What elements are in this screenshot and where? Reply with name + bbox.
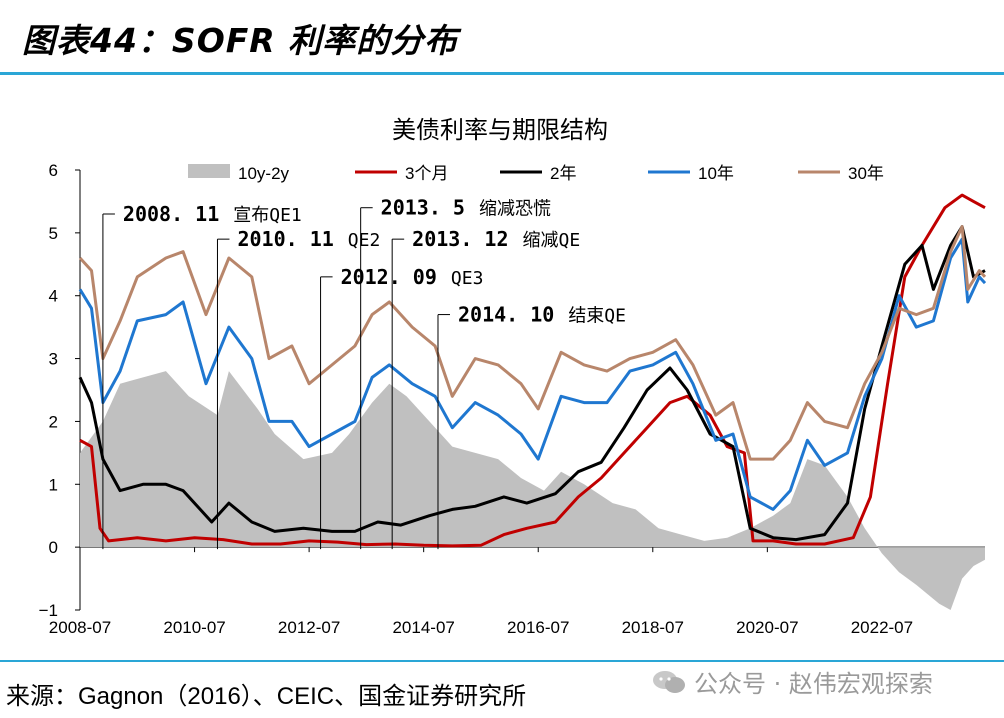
annotation-text: 结束QE: [568, 306, 626, 327]
legend-label: 2年: [550, 164, 576, 183]
y-tick-label: 3: [49, 350, 58, 369]
x-tick-label: 2014-07: [392, 618, 454, 637]
x-tick-label: 2012-07: [278, 618, 340, 637]
annotation-date: 2013. 12: [412, 227, 508, 251]
annotation-text: 缩减QE: [522, 230, 580, 251]
series-line-1: [79, 193, 986, 548]
annotation-label: 2014. 10 结束QE: [458, 303, 626, 327]
annotation-date: 2010. 11: [237, 227, 333, 251]
annotation-text: QE3: [451, 268, 484, 289]
series-line-4: [78, 225, 987, 461]
legend-label: 30年: [848, 164, 884, 183]
bottom-rule: [0, 660, 1004, 662]
annotation-label: 2013. 12 缩减QE: [412, 227, 580, 251]
source-note: 来源：Gagnon（2016）、CEIC、国金证券研究所: [6, 683, 527, 710]
legend-label: 10y-2y: [238, 164, 290, 183]
legend-label: 10年: [698, 164, 734, 183]
annotation-text: 宣布QE1: [233, 205, 302, 226]
wechat-icon: [653, 670, 685, 693]
chart-title: 美债利率与期限结构: [392, 116, 608, 144]
annotation-date: 2014. 10: [458, 303, 554, 327]
legend: 10y-2y 3个月 2年 10年 30年: [188, 164, 884, 183]
annotation-date: 2008. 11: [123, 202, 219, 226]
top-rule: [0, 72, 1004, 75]
x-tick-label: 2018-07: [622, 618, 684, 637]
annotation-text: 缩减恐慌: [479, 199, 551, 220]
x-tick-label: 2022-07: [851, 618, 913, 637]
watermark: 公众号 · 赵伟宏观探索: [652, 664, 933, 699]
x-tick-label: 2008-07: [49, 618, 111, 637]
y-tick-label: 4: [49, 287, 58, 306]
annotation-label: 2008. 11 宣布QE1: [123, 202, 302, 226]
y-tick-label: 1: [49, 475, 58, 494]
y-tick-label: 0: [49, 538, 58, 557]
series-line-3: [78, 237, 987, 511]
figure-title: 图表44：SOFR 利率的分布: [22, 21, 459, 60]
y-tick-label: 5: [49, 224, 58, 243]
x-tick-label: 2016-07: [507, 618, 569, 637]
y-tick-label: −1: [39, 601, 58, 620]
annotation-label: 2013. 5 缩减恐慌: [381, 196, 551, 220]
x-tick-label: 2020-07: [736, 618, 798, 637]
annotation-label: 2012. 09 QE3: [341, 265, 484, 289]
annotation-date: 2012. 09: [341, 265, 437, 289]
series-area-spread: [80, 371, 985, 610]
watermark-text: 公众号 · 赵伟宏观探索: [694, 670, 933, 698]
annotation-date: 2013. 5: [381, 196, 465, 220]
legend-label: 3个月: [405, 164, 448, 183]
annotation-text: QE2: [348, 230, 381, 251]
annotation-label: 2010. 11 QE2: [237, 227, 380, 251]
chart: 美债利率与期限结构 10y-2y 3个月 2年 10年 30年 6543210−1200…: [39, 116, 987, 637]
x-tick-label: 2010-07: [163, 618, 225, 637]
y-tick-label: 6: [49, 161, 58, 180]
y-tick-label: 2: [49, 412, 58, 431]
legend-swatch-area: [188, 164, 230, 178]
